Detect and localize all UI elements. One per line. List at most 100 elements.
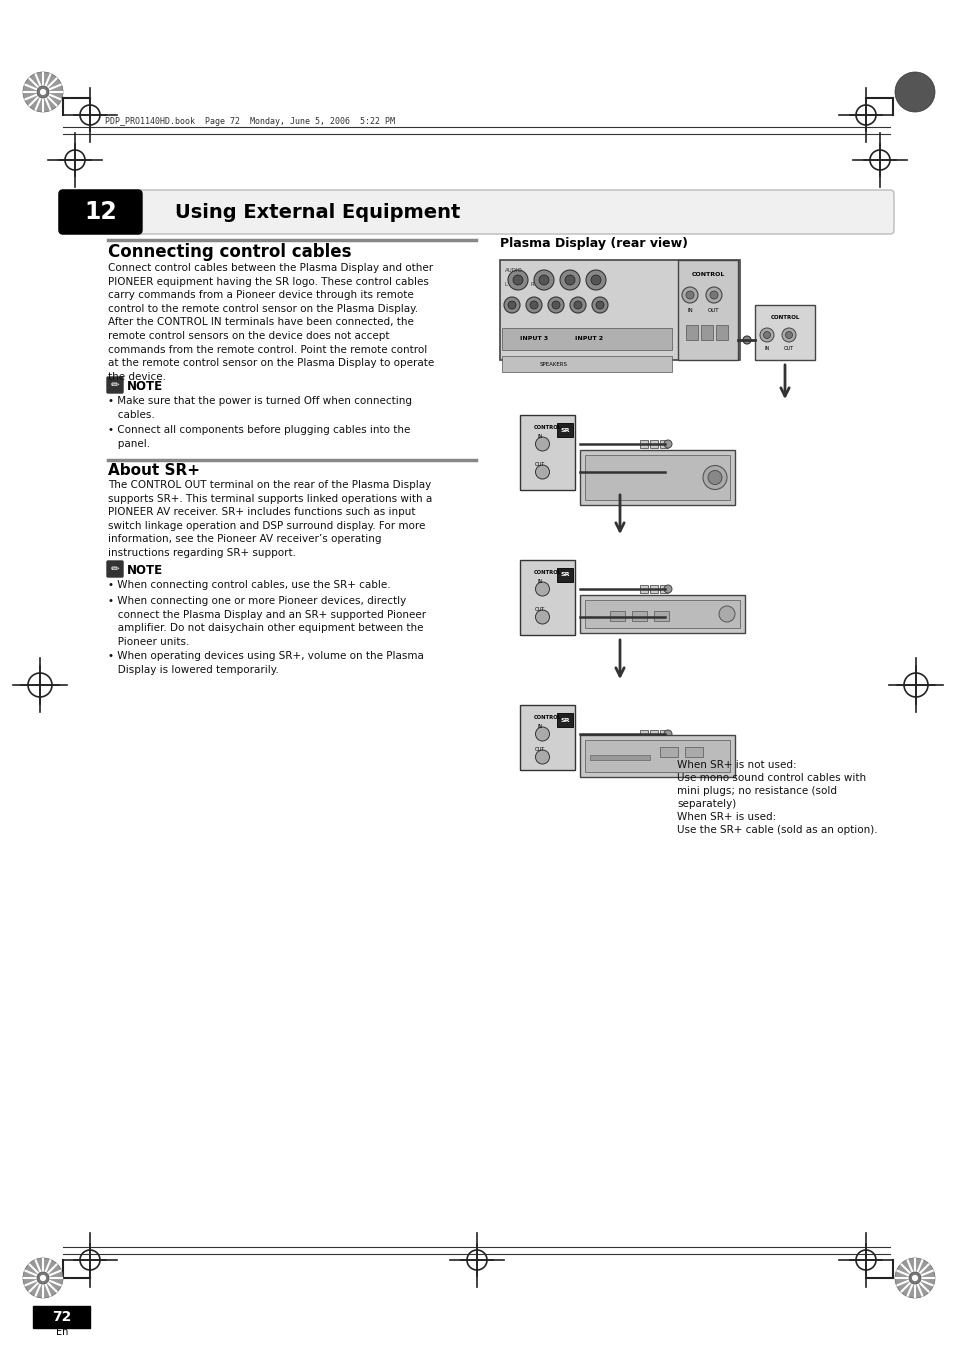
Text: About SR+: About SR+: [108, 463, 200, 478]
Circle shape: [538, 276, 548, 285]
Circle shape: [912, 1275, 917, 1281]
Bar: [659, 613, 667, 621]
Text: 72: 72: [52, 1310, 71, 1324]
Circle shape: [23, 1258, 63, 1298]
Text: CONTROL: CONTROL: [533, 426, 561, 430]
Circle shape: [547, 297, 563, 313]
Bar: [639, 467, 647, 476]
Text: mini plugs; no resistance (sold: mini plugs; no resistance (sold: [677, 786, 836, 796]
Circle shape: [784, 331, 792, 339]
Circle shape: [685, 290, 693, 299]
Circle shape: [507, 301, 516, 309]
Text: When SR+ is not used:: When SR+ is not used:: [677, 761, 796, 770]
Text: • When connecting control cables, use the SR+ cable.: • When connecting control cables, use th…: [108, 580, 390, 590]
Text: Connecting control cables: Connecting control cables: [108, 243, 351, 261]
Text: INPUT 3: INPUT 3: [519, 336, 548, 342]
Text: SPEAKERS: SPEAKERS: [539, 362, 567, 366]
Circle shape: [535, 750, 549, 765]
Bar: [579, 450, 734, 505]
Bar: [700, 326, 712, 340]
Text: ✏: ✏: [111, 380, 119, 390]
Circle shape: [569, 297, 585, 313]
Bar: [519, 705, 575, 770]
Bar: [649, 613, 658, 621]
Circle shape: [507, 270, 527, 290]
Circle shape: [702, 466, 726, 489]
Text: IN: IN: [537, 580, 542, 584]
Text: 12: 12: [85, 200, 117, 224]
FancyBboxPatch shape: [107, 561, 123, 577]
Text: NOTE: NOTE: [127, 380, 163, 393]
Text: When SR+ is used:: When SR+ is used:: [677, 812, 776, 821]
Bar: [519, 561, 575, 635]
Bar: [579, 735, 734, 777]
Text: OUT: OUT: [534, 747, 544, 753]
Bar: [639, 440, 647, 449]
Circle shape: [535, 436, 549, 451]
Circle shape: [535, 727, 549, 740]
Circle shape: [742, 336, 750, 345]
Circle shape: [663, 467, 671, 476]
Text: CONTROL: CONTROL: [691, 272, 724, 277]
Text: IN: IN: [686, 308, 692, 313]
Bar: [685, 326, 698, 340]
Text: SR: SR: [559, 573, 569, 577]
Circle shape: [592, 297, 607, 313]
Circle shape: [663, 730, 671, 738]
Circle shape: [681, 286, 698, 303]
Bar: [499, 259, 740, 359]
Text: OUT: OUT: [534, 462, 544, 467]
Text: Using External Equipment: Using External Equipment: [174, 203, 460, 222]
Circle shape: [590, 276, 600, 285]
Circle shape: [23, 72, 63, 112]
Text: En: En: [56, 1327, 68, 1337]
Bar: [678, 259, 738, 359]
Text: R: R: [531, 282, 535, 286]
Text: SR: SR: [559, 717, 569, 723]
Bar: [584, 455, 729, 500]
Text: The CONTROL OUT terminal on the rear of the Plasma Display
supports SR+. This te: The CONTROL OUT terminal on the rear of …: [108, 480, 432, 558]
Bar: [501, 357, 671, 372]
Text: Connect control cables between the Plasma Display and other
PIONEER equipment ha: Connect control cables between the Plasm…: [108, 263, 434, 382]
Text: separately): separately): [677, 798, 736, 809]
Circle shape: [663, 585, 671, 593]
Circle shape: [535, 465, 549, 480]
Circle shape: [781, 328, 795, 342]
Bar: [754, 305, 814, 359]
Circle shape: [894, 72, 934, 112]
FancyBboxPatch shape: [107, 377, 123, 393]
Bar: [654, 611, 668, 621]
FancyBboxPatch shape: [59, 190, 893, 234]
Circle shape: [37, 86, 49, 99]
Text: • Make sure that the power is turned Off when connecting
   cables.: • Make sure that the power is turned Off…: [108, 396, 412, 420]
Bar: [557, 423, 573, 436]
Text: OUT: OUT: [707, 308, 719, 313]
Bar: [501, 328, 671, 350]
Circle shape: [564, 276, 575, 285]
Circle shape: [530, 301, 537, 309]
Bar: [659, 747, 678, 757]
Text: Use the SR+ cable (sold as an option).: Use the SR+ cable (sold as an option).: [677, 825, 877, 835]
Bar: [659, 440, 667, 449]
Bar: [684, 747, 702, 757]
FancyBboxPatch shape: [59, 190, 142, 234]
Bar: [609, 611, 624, 621]
Circle shape: [585, 270, 605, 290]
Circle shape: [663, 440, 671, 449]
Circle shape: [41, 89, 46, 95]
Circle shape: [559, 270, 579, 290]
Bar: [649, 585, 658, 593]
Bar: [519, 415, 575, 490]
Circle shape: [535, 582, 549, 596]
Bar: [659, 467, 667, 476]
Circle shape: [574, 301, 581, 309]
Text: OUT: OUT: [534, 607, 544, 612]
Bar: [649, 467, 658, 476]
Text: L: L: [504, 282, 507, 286]
Circle shape: [894, 1258, 934, 1298]
Bar: [33, 1306, 90, 1328]
Bar: [649, 440, 658, 449]
Bar: [631, 611, 646, 621]
Bar: [639, 730, 647, 738]
Bar: [584, 740, 729, 771]
